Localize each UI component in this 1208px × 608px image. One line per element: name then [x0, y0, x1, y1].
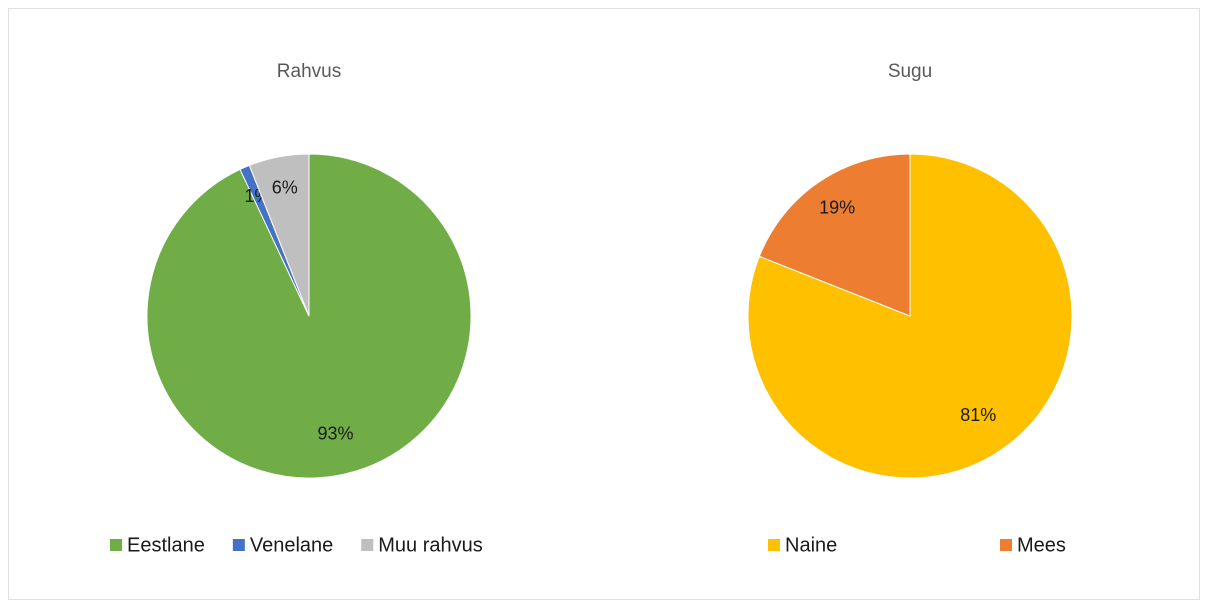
chart-title: Rahvus [277, 61, 341, 82]
legend-label: Eestlane [127, 534, 205, 556]
legend-label: Muu rahvus [378, 534, 483, 556]
chart-title: Sugu [888, 61, 932, 82]
pie-slice [248, 153, 310, 317]
legend-label: Venelane [250, 534, 333, 556]
pie-slice [758, 153, 911, 317]
value-label: 19% [819, 198, 855, 218]
legend-label: Mees [1017, 534, 1066, 556]
value-label: 6% [272, 177, 298, 197]
legend-swatch [768, 539, 780, 551]
legend-swatch [232, 539, 245, 551]
legend-swatch [110, 539, 122, 551]
legend-swatch [1000, 539, 1012, 551]
legend-label: Naine [785, 534, 837, 556]
legend-swatch [361, 539, 374, 551]
value-label: 93% [317, 423, 353, 443]
value-label: 81% [960, 405, 996, 425]
